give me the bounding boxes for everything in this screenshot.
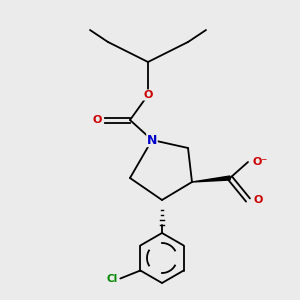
- Text: Cl: Cl: [107, 274, 118, 284]
- Text: O: O: [92, 115, 102, 125]
- Text: O: O: [143, 90, 153, 100]
- Polygon shape: [192, 176, 230, 182]
- Text: O: O: [253, 195, 263, 205]
- Text: N: N: [147, 134, 157, 146]
- Text: O⁻: O⁻: [252, 157, 268, 167]
